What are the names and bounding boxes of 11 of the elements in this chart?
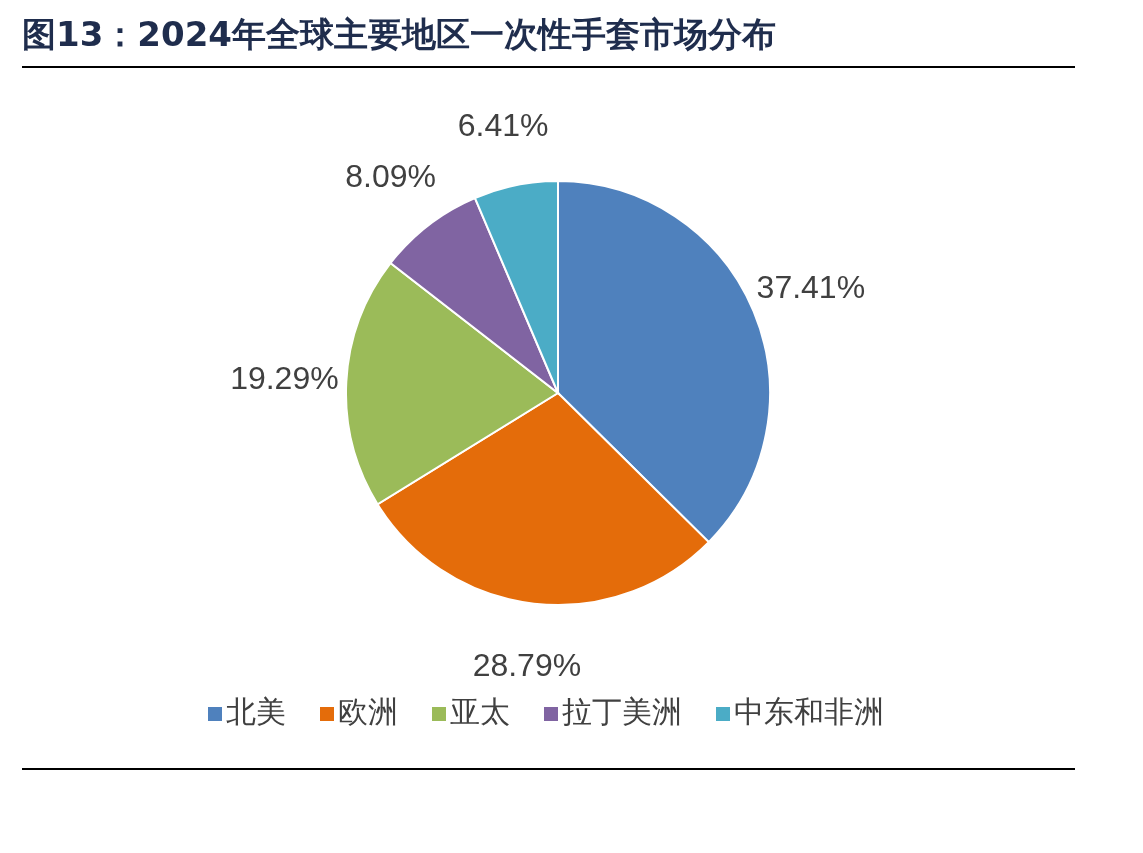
legend-label: 中东和非洲 — [734, 694, 884, 729]
legend-label: 亚太 — [450, 694, 510, 729]
data-label: 28.79% — [472, 647, 582, 684]
data-label: 19.29% — [230, 360, 339, 397]
data-label: 6.41% — [457, 106, 549, 143]
chart-title: 图13：2024年全球主要地区一次性手套市场分布 — [21, 13, 777, 56]
data-label: 37.41% — [756, 269, 866, 306]
legend-label: 拉丁美洲 — [562, 694, 682, 729]
legend-label: 北美 — [226, 694, 286, 729]
data-label: 8.09% — [345, 158, 437, 195]
legend-label: 欧洲 — [338, 694, 398, 729]
